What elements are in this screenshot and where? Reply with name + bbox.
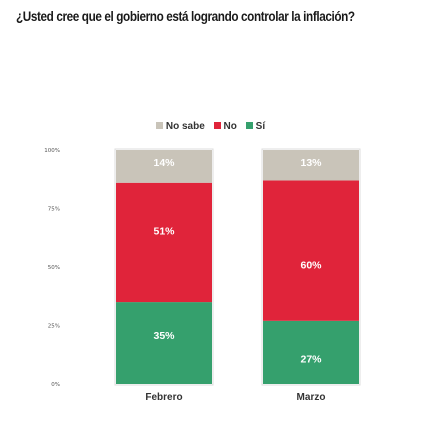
bars: 35% 51% 14% 27% 60% 13%	[114, 148, 361, 386]
legend-item-no-sabe: No sabe	[155, 121, 205, 132]
legend-swatch-si	[245, 122, 253, 129]
y-axis: 0% 25% 50% 75% 100%	[44, 148, 60, 388]
legend-item-no: No	[213, 121, 237, 132]
y-tick-label: 0%	[51, 382, 60, 388]
bar-segment	[263, 150, 359, 181]
legend-swatch-no	[213, 122, 221, 129]
bar-segment	[116, 182, 212, 303]
x-tick-label: Marzo	[297, 392, 326, 403]
legend-label-no: No	[223, 121, 237, 132]
data-label: 51%	[153, 225, 175, 237]
chart-title: ¿Usted cree que el gobierno está logrand…	[16, 9, 355, 24]
y-tick-label: 50%	[48, 265, 60, 271]
data-label: 13%	[300, 157, 322, 169]
data-label: 14%	[153, 157, 175, 169]
bar-frame	[114, 148, 214, 386]
bar-segment	[263, 320, 359, 384]
y-tick-label: 100%	[44, 148, 60, 154]
legend-item-si: Sí	[245, 121, 266, 132]
x-axis: Febrero Marzo	[145, 392, 325, 403]
legend-swatch-no-sabe	[155, 122, 163, 129]
bar-segment	[263, 180, 359, 321]
x-tick-label: Febrero	[145, 392, 182, 403]
bar-segment	[116, 302, 212, 384]
bar-frame	[261, 148, 361, 386]
legend-label-no-sabe: No sabe	[165, 121, 205, 132]
legend-label-si: Sí	[255, 121, 266, 132]
legend: No sabe No Sí	[0, 121, 421, 132]
bar-segment	[116, 150, 212, 183]
data-label: 35%	[153, 330, 175, 342]
data-label: 60%	[300, 260, 322, 272]
y-tick-label: 75%	[48, 207, 60, 213]
y-tick-label: 25%	[48, 324, 60, 330]
data-label: 27%	[300, 354, 322, 366]
